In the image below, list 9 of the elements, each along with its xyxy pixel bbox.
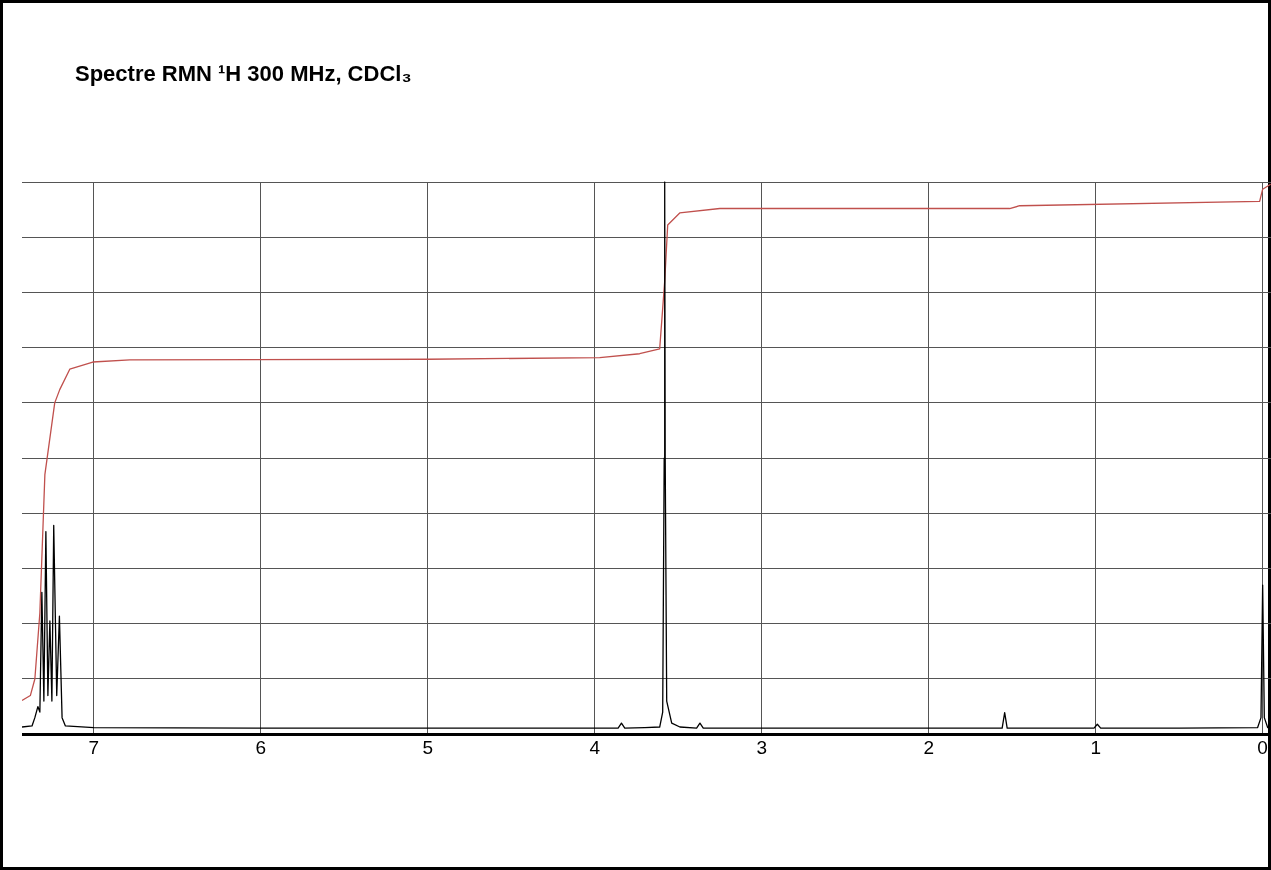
x-tick-label: 3 [756,736,767,758]
x-tick-label: 4 [589,736,601,758]
x-tick-label: 2 [923,736,934,758]
x-tick-label: 1 [1090,736,1101,758]
x-tick-label: 6 [255,736,267,758]
x-tick-label: 0 [1257,736,1268,758]
chart-title: Spectre RMN ¹H 300 MHz, CDCl₃ [75,61,412,87]
x-tick-label: 5 [422,736,434,758]
x-tick-label: 7 [88,736,100,758]
